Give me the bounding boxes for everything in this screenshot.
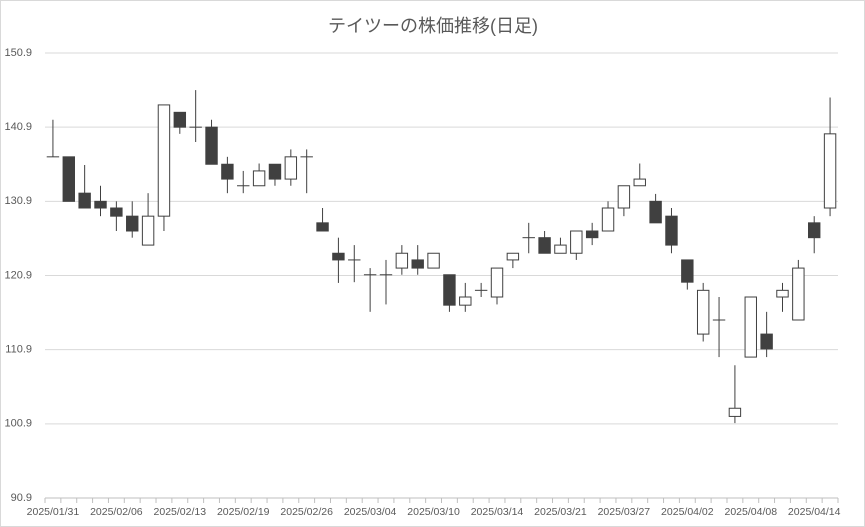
y-tick-label: 90.9 [11, 492, 32, 504]
candle-body [221, 163, 234, 180]
candle-body [126, 215, 139, 232]
y-tick-label: 100.9 [4, 418, 32, 430]
candle-body [760, 333, 773, 350]
y-tick-label: 140.9 [4, 121, 32, 133]
candle-body [776, 289, 789, 298]
x-tick-label: 2025/03/04 [344, 506, 397, 518]
candle-body [808, 222, 821, 239]
candle-body [157, 104, 171, 217]
y-tick-label: 120.9 [4, 269, 32, 281]
candle-body [411, 259, 424, 269]
candle-body [94, 200, 107, 209]
candle-body [681, 259, 694, 283]
candle-body [427, 252, 440, 269]
candle-body [823, 133, 837, 209]
x-tick-label: 2025/04/08 [724, 506, 777, 518]
x-tick-label: 2025/02/06 [90, 506, 143, 518]
candle-body [649, 200, 662, 224]
y-tick-label: 150.9 [4, 47, 32, 59]
candle-body [141, 215, 155, 246]
candle-body [316, 222, 329, 232]
x-tick-label: 2025/02/13 [154, 506, 207, 518]
candle-body [205, 126, 218, 165]
candle-body [110, 207, 123, 217]
candle-body [665, 215, 678, 246]
candle-body [252, 170, 266, 187]
candle-body [617, 185, 631, 209]
chart-title: テイツーの株価推移(日足) [328, 16, 538, 36]
candle-body [268, 163, 282, 180]
candle-body [728, 407, 742, 417]
candle-body [78, 192, 91, 209]
candle-body [443, 274, 456, 306]
candle-body [570, 230, 583, 254]
candle-body [62, 156, 75, 202]
x-tick-label: 2025/01/31 [27, 506, 80, 518]
candle-body [744, 296, 757, 358]
candle-body [332, 252, 345, 261]
candle-body [792, 267, 805, 321]
candle-body [554, 244, 567, 254]
x-tick-label: 2025/03/10 [407, 506, 460, 518]
candle-body [633, 178, 646, 187]
candle-body [173, 111, 187, 128]
candle-body [459, 296, 472, 306]
candle-body [506, 252, 520, 261]
candle-body [395, 252, 409, 269]
x-tick-label: 2025/03/27 [598, 506, 651, 518]
candle-body [601, 207, 615, 232]
x-tick-label: 2025/03/14 [471, 506, 524, 518]
candle-body [538, 237, 551, 254]
x-tick-label: 2025/04/14 [788, 506, 841, 518]
x-tick-label: 2025/02/19 [217, 506, 270, 518]
candle-body [696, 289, 710, 335]
candle-body [284, 156, 298, 180]
candle-body [490, 267, 504, 298]
x-tick-label: 2025/02/26 [280, 506, 333, 518]
x-tick-label: 2025/04/02 [661, 506, 714, 518]
x-tick-label: 2025/03/21 [534, 506, 587, 518]
y-tick-label: 110.9 [5, 344, 32, 356]
y-tick-label: 130.9 [4, 195, 32, 207]
candle-body [585, 230, 599, 239]
